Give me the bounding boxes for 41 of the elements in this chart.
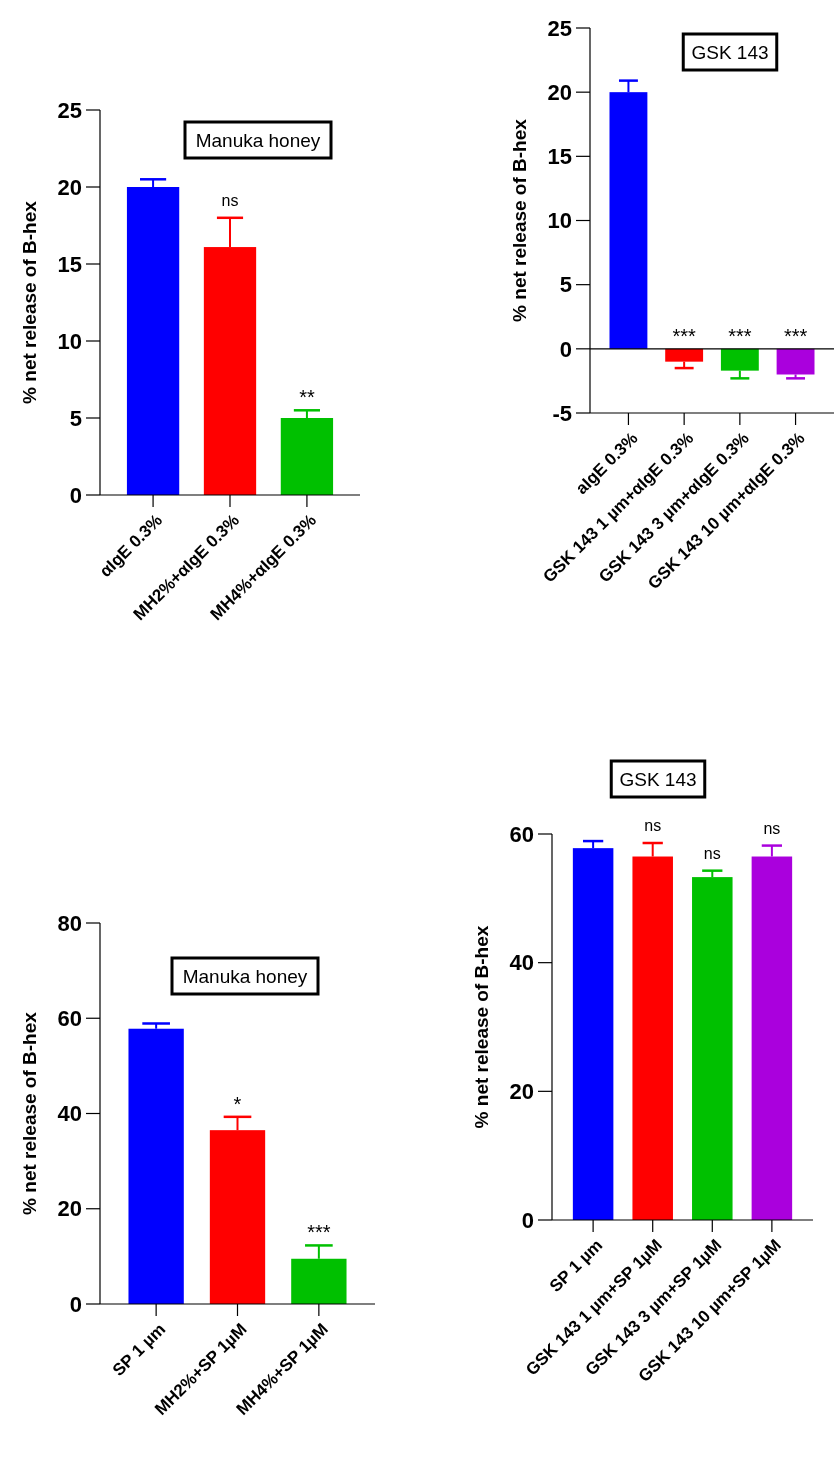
y-tick-label: 80 xyxy=(57,910,82,936)
y-tick-label: 60 xyxy=(509,821,534,847)
annotation: *** xyxy=(728,324,752,347)
y-tick-label: 5 xyxy=(69,405,82,431)
text: Manuka honey xyxy=(182,965,308,987)
y-tick-label: 25 xyxy=(57,97,82,123)
annotation: *** xyxy=(672,324,697,347)
y-tick-label: 25 xyxy=(547,15,572,41)
y-tick-label: 5 xyxy=(559,272,572,298)
chart-title: GSK 143 xyxy=(619,768,697,790)
annotation: ** xyxy=(299,386,315,409)
annotation: ns xyxy=(644,817,662,835)
y-tick-label: 40 xyxy=(57,1101,82,1127)
y-tick-label: 0 xyxy=(69,1291,82,1317)
text: Manuka honey xyxy=(195,129,321,151)
annotation: *** xyxy=(307,1221,331,1244)
y-axis-title: % net release of B-hex xyxy=(471,925,492,1129)
y-tick-label: 20 xyxy=(57,174,82,200)
annotation: * xyxy=(233,1092,242,1115)
y-tick-label: 40 xyxy=(509,950,534,976)
y-tick-label: 20 xyxy=(57,1196,82,1222)
y-tick-label: 0 xyxy=(559,336,572,362)
y-tick-label: 60 xyxy=(57,1005,82,1031)
y-tick-label: 10 xyxy=(57,328,82,354)
y-axis-title: % net release of B-hex xyxy=(509,118,530,322)
y-tick-label: 10 xyxy=(547,208,572,234)
annotation: *** xyxy=(783,324,808,347)
y-tick-label: 20 xyxy=(509,1079,534,1105)
text: GSK 143 xyxy=(691,41,769,63)
y-tick-label: 20 xyxy=(547,79,572,105)
y-tick-label: 15 xyxy=(547,144,572,170)
y-axis-title: % net release of B-hex xyxy=(19,200,40,404)
y-tick-label: 0 xyxy=(521,1207,534,1233)
annotation: ns xyxy=(763,819,781,837)
x-tick-label: SP 1 µm xyxy=(108,1319,170,1380)
y-axis-title: % net release of B-hex xyxy=(19,1011,40,1215)
y-tick-label: 0 xyxy=(69,482,82,508)
y-tick-label: 15 xyxy=(57,251,82,277)
annotation: ns xyxy=(221,191,239,209)
y-tick-label: -5 xyxy=(552,400,572,426)
annotation: ns xyxy=(703,844,721,862)
